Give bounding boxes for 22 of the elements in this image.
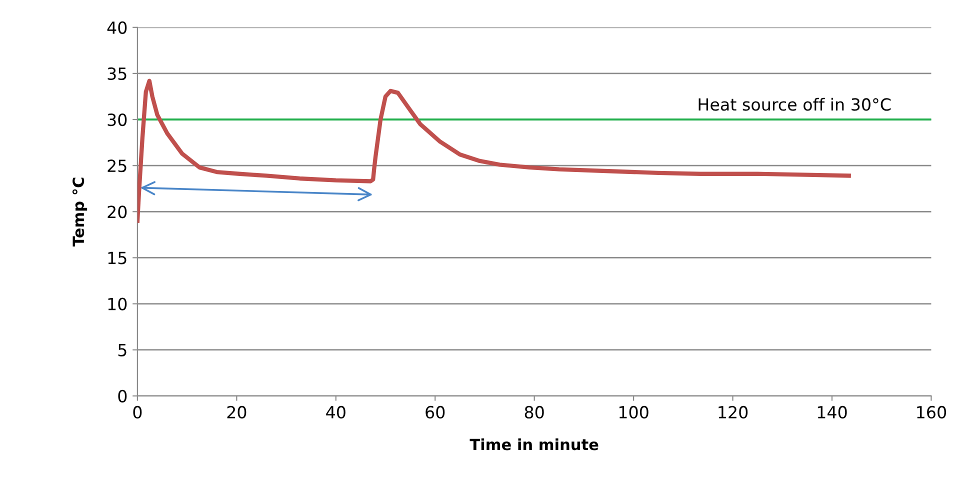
y-tick-label: 20 [108,206,127,218]
y-tick-label: 40 [107,21,127,34]
x-tick-label: 120 [718,406,748,419]
x-tick-label: 0 [133,406,142,419]
x-tick-label: 20 [227,406,246,419]
x-axis-title: Time in minute [470,438,598,450]
y-tick-label: 25 [108,160,126,172]
x-tick-label: 100 [619,406,648,419]
line-series [137,78,851,223]
x-tick-label: 140 [818,406,847,419]
x-tick-label: 160 [917,406,946,419]
y-axis-title: Temp °C [72,178,88,246]
y-tick-label: 15 [108,252,126,264]
y-tick-label: 0 [118,390,127,402]
x-tick-label: 40 [326,406,346,419]
y-tick-label: 30 [108,113,127,126]
y-tick-label: 5 [118,344,126,356]
y-tick-label: 10 [108,298,127,310]
x-tick-label: 80 [524,406,544,419]
y-tick-label: 35 [108,67,126,80]
ref-line-label: Heat source off in 30°C [698,98,891,111]
x-tick-label: 60 [426,406,445,419]
